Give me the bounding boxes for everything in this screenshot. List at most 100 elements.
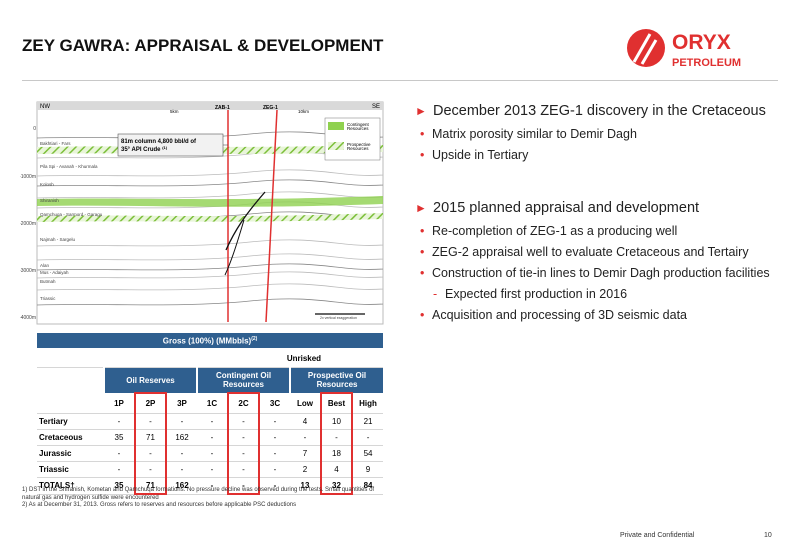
group-header: Contingent Oil Resources bbox=[196, 367, 290, 394]
slide-title: ZEY GAWRA: APPRAISAL & DEVELOPMENT bbox=[22, 36, 384, 55]
tspan-part: Resources bbox=[347, 146, 369, 151]
bullet-heading: 2015 planned appraisal and development bbox=[415, 197, 775, 220]
table-row: Cretaceous 35 71 162- - - - - - bbox=[37, 429, 384, 446]
table-cell: 9 bbox=[352, 461, 384, 478]
fault-line bbox=[224, 219, 245, 276]
formation-label: Kolosh bbox=[40, 182, 54, 187]
column-header: 3P bbox=[166, 393, 197, 414]
page-number: 10 bbox=[764, 532, 772, 539]
column-header: Low bbox=[290, 393, 321, 414]
legend-swatch bbox=[328, 122, 344, 130]
table-cell: - bbox=[290, 429, 321, 446]
confidential-note: Private and Confidential bbox=[620, 532, 695, 539]
table-cell: - bbox=[134, 461, 167, 478]
horizon-line bbox=[36, 253, 384, 261]
footnote: 2) As at December 31, 2013. Gross refers… bbox=[22, 502, 297, 508]
horizon-line bbox=[36, 239, 384, 247]
table-cell: 71 bbox=[134, 429, 167, 446]
well-label: ZEG-1 bbox=[263, 105, 278, 111]
row-label: Triassic bbox=[37, 461, 104, 478]
table-subtitle: Unrisked bbox=[37, 348, 384, 368]
table-cell: - bbox=[259, 477, 290, 495]
table-cell: 10 bbox=[320, 413, 353, 430]
table-cell: 21 bbox=[352, 413, 384, 430]
cross-section: NW SE ZAB-1 ZEG-1 5km 10km 0 -1000m -2000m -3000m… bbox=[20, 101, 384, 325]
formation-label: Qamchuqa - Sarmord - Garagu bbox=[40, 212, 103, 217]
bullet-heading: December 2013 ZEG-1 discovery in the Cre… bbox=[415, 100, 775, 123]
group-header: Prospective Oil Resources bbox=[288, 367, 384, 394]
table-cell: - bbox=[134, 413, 167, 430]
table-cell: - bbox=[166, 461, 197, 478]
table-cell: - bbox=[166, 445, 197, 462]
table-title: Gross (100%) (MMbbls)(2) bbox=[37, 333, 384, 349]
table-cell: - bbox=[227, 413, 260, 430]
tspan-part: 35° API Crude bbox=[121, 147, 162, 153]
table-row: TOTALS† 35 71 162- - -13 32 84 bbox=[37, 477, 384, 495]
table-cell: 35 bbox=[104, 429, 135, 446]
logo-stripes bbox=[632, 33, 658, 65]
table-cell: - bbox=[320, 429, 353, 446]
table-cell: 4 bbox=[320, 461, 353, 478]
table-cell: 32 bbox=[320, 477, 353, 495]
table-cell: - bbox=[227, 461, 260, 478]
bullet-section: December 2013 ZEG-1 discovery in the Cre… bbox=[415, 100, 775, 165]
column-header: 2P bbox=[134, 392, 167, 414]
table-cell: - bbox=[227, 477, 260, 495]
section-header bbox=[37, 102, 383, 110]
bullet-section: 2015 planned appraisal and development Re… bbox=[415, 197, 775, 325]
title-rule bbox=[22, 80, 778, 81]
footnotes: 1) DST in the Shiranish, Kometan and Qam… bbox=[22, 487, 392, 510]
horizon-line bbox=[36, 179, 384, 187]
blank-cell bbox=[37, 367, 104, 394]
scale-note: 2x vertical exaggeration bbox=[320, 316, 357, 320]
horizon-line bbox=[36, 169, 384, 177]
column-header: 1C bbox=[197, 393, 228, 414]
horizon-line bbox=[36, 298, 384, 306]
depth-label: -3000m bbox=[20, 268, 36, 274]
column-row: 1P 2P 3P 1C 2C 3C Low Best High bbox=[37, 392, 384, 414]
table-cell: - bbox=[197, 445, 228, 462]
callout-note: (1) bbox=[162, 145, 168, 150]
resource-table: Gross (100%) (MMbbls)(2) Unrisked Oil Rese… bbox=[37, 333, 384, 495]
column-header: High bbox=[352, 393, 384, 414]
row-label: Jurassic bbox=[37, 445, 104, 462]
horizon-line bbox=[36, 271, 384, 279]
group-header: Oil Reserves bbox=[103, 367, 197, 394]
formation-label: Pila Spi - Avanah - Khurmala bbox=[40, 164, 98, 169]
formation-label: Alan bbox=[40, 263, 50, 268]
table-cell: 162 bbox=[166, 429, 197, 446]
prospective-zone bbox=[37, 213, 383, 222]
contingent-zone bbox=[37, 196, 383, 207]
legend-label: Prospective Resources bbox=[347, 142, 371, 151]
column-header: 2C bbox=[227, 392, 260, 414]
table-cell: 4 bbox=[290, 413, 321, 430]
tspan-part: Prospective bbox=[347, 142, 371, 147]
table-cell: - bbox=[197, 413, 228, 430]
table-cell: 13 bbox=[290, 477, 321, 495]
formation-label: Mus - Adaiyah bbox=[40, 270, 69, 275]
column-header: Best bbox=[320, 392, 353, 414]
table-cell: 7 bbox=[290, 445, 321, 462]
bullet-list: December 2013 ZEG-1 discovery in the Cre… bbox=[415, 100, 775, 357]
table-title-row: Gross (100%) (MMbbls)(2) bbox=[37, 333, 384, 349]
fault-line bbox=[225, 191, 266, 251]
legend-swatch bbox=[328, 142, 344, 150]
depth-label: -2000m bbox=[20, 221, 36, 227]
tspan-part: Resources bbox=[347, 126, 369, 131]
table-cell: 84 bbox=[352, 477, 384, 495]
direction-label: SE bbox=[372, 104, 380, 110]
bullet-item: Upside in Tertiary bbox=[415, 146, 775, 165]
logo-text: ORYX bbox=[672, 31, 731, 54]
table-cell: - bbox=[259, 461, 290, 478]
table-cell: - bbox=[259, 429, 290, 446]
formation-label: Shiranish bbox=[40, 198, 59, 203]
table-row: Tertiary - - - - - -4 10 21 bbox=[37, 413, 384, 430]
formation-label: Butmah bbox=[40, 279, 56, 284]
table-cell: - bbox=[227, 429, 260, 446]
table-cell: - bbox=[104, 413, 135, 430]
bullet-sub-item: Expected first production in 2016 bbox=[415, 285, 775, 304]
well-zeg-1 bbox=[265, 109, 278, 323]
tspan-part: Contingent bbox=[347, 122, 370, 127]
table-cell: - bbox=[197, 429, 228, 446]
table-cell: 54 bbox=[352, 445, 384, 462]
